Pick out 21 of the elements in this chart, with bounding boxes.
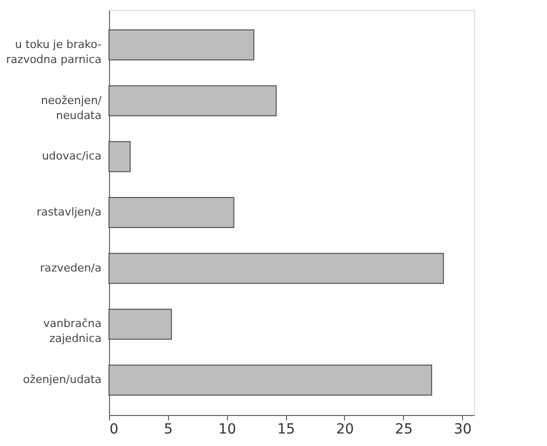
bar: [108, 252, 444, 284]
bar: [108, 141, 131, 172]
y-tick-label: rastavljen/a: [36, 206, 102, 218]
y-tick-label: vanbračna zajednica: [43, 317, 102, 346]
x-tick-label: 25: [394, 422, 413, 438]
y-tick-label: oženjen/udata: [23, 373, 102, 386]
y-tick-label: neoženjen/ neudata: [41, 94, 102, 122]
x-tick-label: 10: [218, 422, 236, 438]
bar: [108, 308, 172, 340]
bar: [108, 85, 277, 116]
x-tick-label: 30: [454, 422, 472, 438]
x-tick-label: 5: [164, 422, 173, 438]
bar: [108, 364, 432, 396]
bar: [108, 29, 254, 60]
y-tick-label: razveden/a: [40, 261, 102, 274]
x-tick-label: 20: [336, 422, 354, 438]
y-tick-label: u toku je brako- razvodna parnica: [6, 38, 102, 66]
bar: [108, 197, 234, 228]
y-tick-label: udovac/ica: [42, 150, 102, 163]
x-tick-label: 0: [110, 422, 118, 438]
x-tick-label: 15: [277, 422, 296, 438]
